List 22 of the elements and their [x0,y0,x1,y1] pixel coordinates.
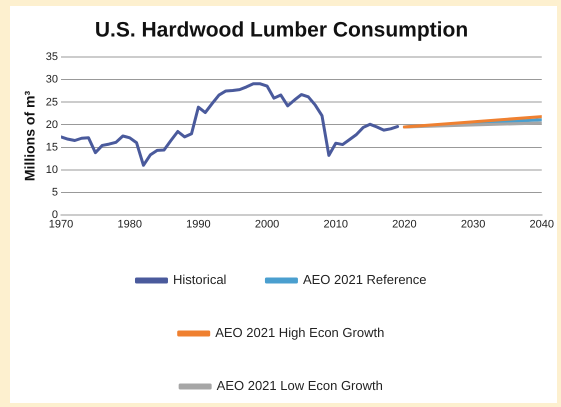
legend-label: Historical [172,272,227,288]
y-tick-label: 0 [52,208,58,221]
legend-label: AEO 2021 Reference [302,272,427,288]
y-tick-label: 10 [46,164,58,176]
x-tick-label: 1990 [186,218,211,230]
x-tick-label: 2020 [392,218,417,230]
y-tick-label: 5 [52,186,58,198]
y-axis-title: Millions of m³ [21,90,38,182]
y-tick-label: 30 [46,74,58,86]
x-tick-label: 2040 [530,218,554,230]
y-tick-label: 15 [46,141,58,154]
x-tick-label: 1970 [48,218,74,230]
x-tick-label: 2000 [254,218,280,230]
y-tick-label: 20 [46,118,58,131]
y-tick-label: 25 [46,96,58,108]
x-tick-label: 1980 [117,218,142,230]
y-tick-label: 35 [46,51,58,64]
legend-label: AEO 2021 Low Econ Growth [216,378,383,394]
x-tick-label: 2030 [460,218,486,230]
x-tick-label: 2010 [323,218,348,230]
legend-label: AEO 2021 High Econ Growth [215,325,384,340]
chart-title: U.S. Hardwood Lumber Consumption [94,18,468,42]
